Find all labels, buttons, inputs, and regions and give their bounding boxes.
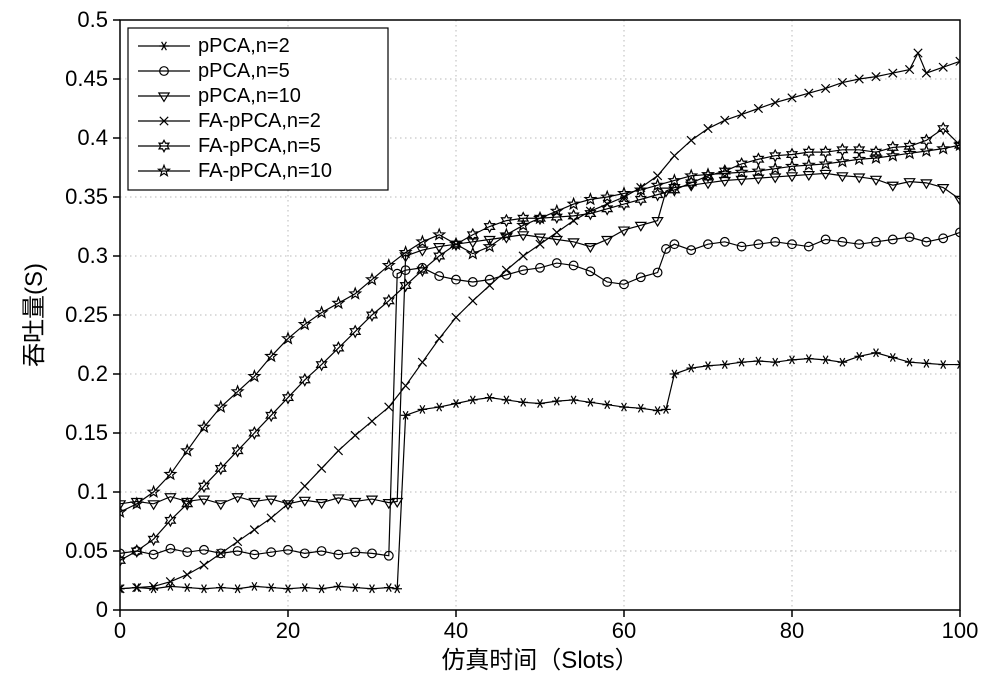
legend-label: FA-pPCA,n=10: [198, 160, 332, 182]
x-tick-label: 40: [444, 618, 468, 643]
legend-label: FA-pPCA,n=2: [198, 110, 321, 132]
y-tick-label: 0.45: [65, 66, 108, 91]
legend-label: pPCA,n=5: [198, 60, 290, 82]
y-tick-label: 0.15: [65, 420, 108, 445]
y-tick-label: 0.3: [77, 243, 108, 268]
y-tick-label: 0.05: [65, 538, 108, 563]
y-tick-label: 0.2: [77, 361, 108, 386]
throughput-chart: 0 20 40 60 80 100 0 0.05 0.1 0.15 0.2 0.25 0.3 0.35 0.…: [0, 0, 1000, 685]
x-tick-label: 100: [942, 618, 979, 643]
legend-label: pPCA,n=2: [198, 35, 290, 57]
y-tick-label: 0.1: [77, 479, 108, 504]
y-tick-label: 0.25: [65, 302, 108, 327]
y-tick-label: 0: [96, 597, 108, 622]
x-tick-label: 0: [114, 618, 126, 643]
y-tick-label: 0.4: [77, 125, 108, 150]
y-axis-label: 吞吐量(S): [21, 263, 48, 367]
y-tick-label: 0.5: [77, 7, 108, 32]
x-tick-label: 60: [612, 618, 636, 643]
legend-label: FA-pPCA,n=5: [198, 135, 321, 157]
x-tick-label: 20: [276, 618, 300, 643]
legend-label: pPCA,n=10: [198, 85, 301, 107]
y-tick-label: 0.35: [65, 184, 108, 209]
x-tick-label: 80: [780, 618, 804, 643]
x-axis-label: 仿真时间（Slots）: [441, 647, 638, 674]
